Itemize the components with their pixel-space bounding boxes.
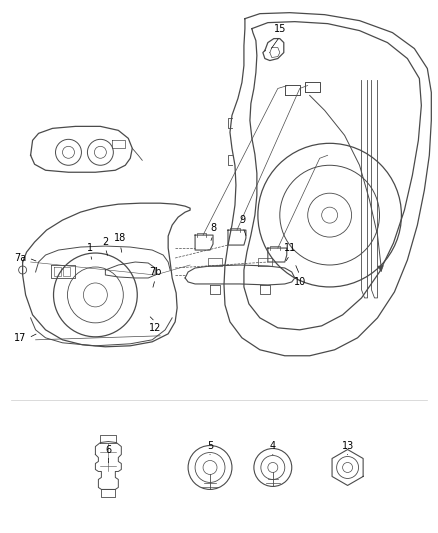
Text: 13: 13 <box>342 441 354 450</box>
Text: 11: 11 <box>284 243 296 253</box>
Text: 15: 15 <box>274 23 286 34</box>
Text: 7b: 7b <box>149 267 162 277</box>
Text: 8: 8 <box>210 223 216 233</box>
Text: 12: 12 <box>149 323 161 333</box>
Text: 17: 17 <box>14 333 27 343</box>
Text: 6: 6 <box>105 445 111 455</box>
Text: 18: 18 <box>114 233 127 243</box>
Text: 10: 10 <box>293 277 306 287</box>
Text: 1: 1 <box>87 243 93 253</box>
Text: 7a: 7a <box>14 253 27 263</box>
Text: 9: 9 <box>240 215 246 225</box>
Text: 2: 2 <box>102 237 109 247</box>
Text: 5: 5 <box>207 441 213 450</box>
Text: 4: 4 <box>270 441 276 450</box>
